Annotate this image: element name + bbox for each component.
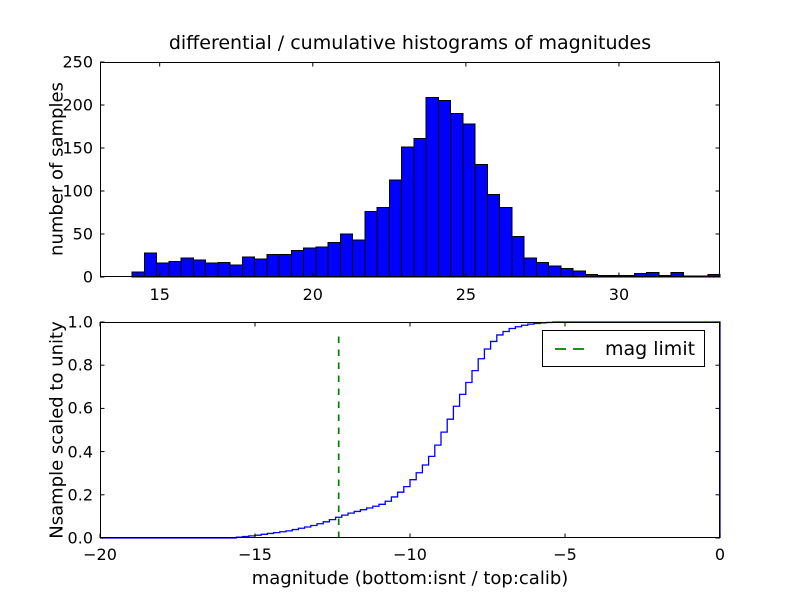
histogram-bar: [499, 206, 513, 278]
histogram-bar: [376, 206, 390, 278]
y-tick-label: 0.4: [67, 442, 93, 462]
histogram-bar: [278, 254, 292, 278]
histogram-bar: [180, 257, 194, 278]
histogram-bar: [413, 138, 427, 278]
x-tick-label: 15: [149, 285, 170, 304]
bottom-y-axis-label: Nsample scaled to unity: [46, 321, 68, 539]
bottom-cdf-axes: [99, 321, 721, 539]
x-tick-label: 0: [714, 545, 726, 564]
x-tick-label: 30: [608, 285, 630, 304]
histogram-bar: [388, 179, 403, 278]
histogram-bar: [352, 239, 366, 278]
histogram-bar: [192, 259, 207, 278]
histogram-bar: [450, 113, 464, 278]
y-tick-label: 0.0: [67, 528, 93, 548]
legend: mag limit: [542, 330, 705, 367]
histogram-bar: [143, 252, 158, 278]
x-axis-label: magnitude (bottom:isnt / top:calib): [251, 568, 569, 589]
histogram-bar: [290, 249, 305, 278]
histogram-bar: [327, 242, 341, 278]
histogram-bar: [156, 262, 170, 278]
y-tick-label: 0.6: [67, 398, 93, 418]
histogram-bar: [437, 100, 452, 278]
dashed-line-icon: [555, 347, 589, 350]
x-tick-label: −15: [238, 545, 272, 564]
histogram-bar: [241, 256, 256, 278]
x-tick-label: −20: [83, 545, 117, 564]
x-tick-label: 20: [302, 285, 323, 304]
x-tick-label: 25: [455, 285, 477, 304]
histogram-bar: [560, 267, 574, 278]
x-tick-label: −5: [553, 545, 577, 564]
histogram-bar: [266, 254, 280, 278]
y-tick-label: 100: [62, 181, 93, 201]
histogram-bar: [401, 146, 415, 278]
x-tick-label: −10: [393, 545, 427, 564]
y-tick-label: 1.0: [67, 312, 93, 332]
cumulative-step-line: [100, 321, 721, 539]
histogram-bar: [511, 236, 525, 278]
histogram-bar: [205, 262, 219, 278]
histogram-bar: [535, 261, 550, 278]
histogram-bar: [217, 261, 231, 278]
chart-title: differential / cumulative histograms of …: [168, 32, 652, 54]
legend-label: mag limit: [605, 337, 696, 360]
y-tick-label: 250: [62, 52, 93, 72]
histogram-bar: [462, 123, 476, 278]
histogram-bar: [548, 265, 562, 278]
histogram-bar: [523, 257, 537, 278]
histogram-bar: [339, 233, 354, 278]
y-tick-label: 150: [62, 138, 93, 158]
histogram-bar: [474, 163, 488, 278]
histogram-bar: [486, 193, 501, 278]
histogram-bar: [168, 261, 182, 278]
top-histogram-axes: [100, 61, 721, 278]
axes-frame: [100, 322, 720, 538]
y-tick-label: 0.2: [67, 485, 93, 505]
histogram-bar: [315, 246, 329, 278]
axes-frame: [100, 62, 720, 277]
y-tick-label: 50: [72, 224, 93, 244]
histogram-bar: [229, 264, 243, 278]
y-tick-label: 0: [82, 267, 93, 287]
histogram-bar: [254, 258, 268, 278]
histogram-bar: [303, 247, 317, 278]
histogram-bar: [364, 211, 378, 278]
y-tick-label: 0.8: [67, 355, 93, 375]
histogram-bar: [425, 96, 439, 278]
y-tick-label: 200: [62, 95, 93, 115]
